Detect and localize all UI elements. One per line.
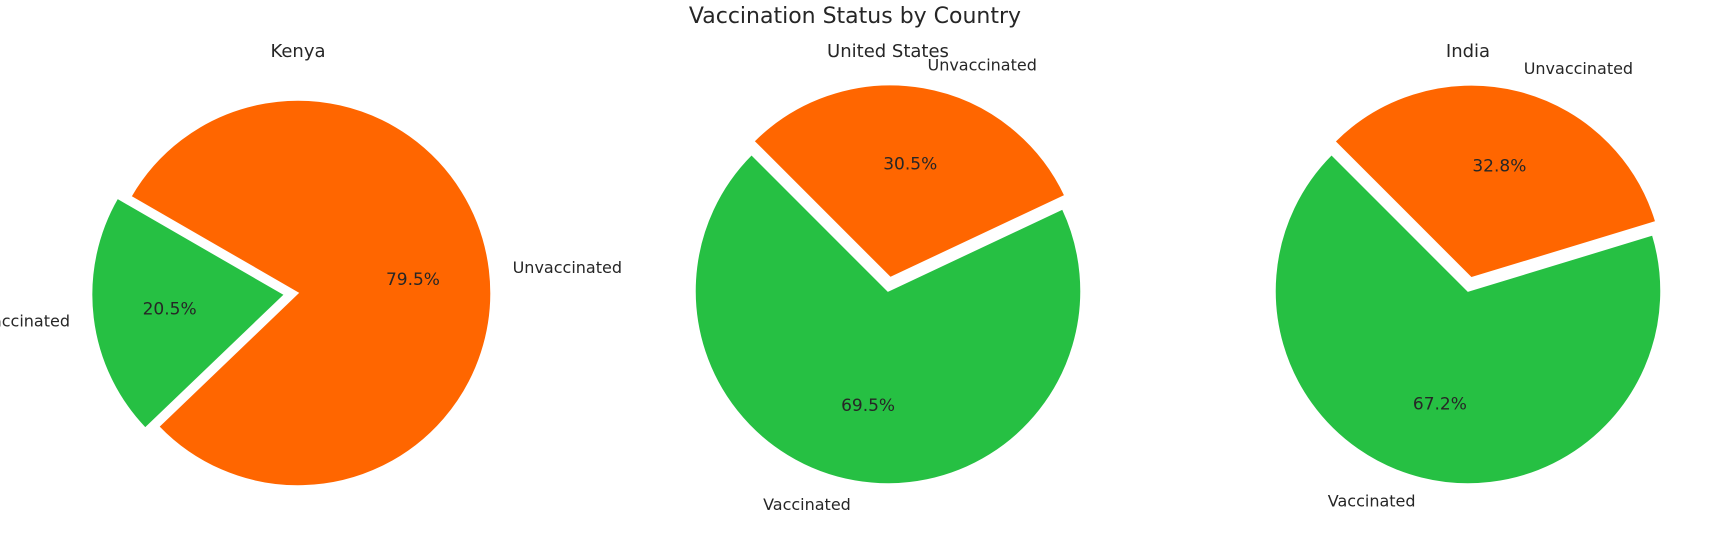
pie-percent-label: 32.8%: [1472, 157, 1526, 177]
pie-title: United States: [827, 41, 949, 62]
pie-percent-label: 69.5%: [841, 396, 895, 416]
pie-category-label: Unvaccinated: [927, 56, 1036, 75]
pie-percent-label: 67.2%: [1413, 394, 1467, 414]
pie-percent-label: 30.5%: [883, 155, 937, 175]
pie-percent-label: 79.5%: [386, 270, 440, 290]
pie-slice-unvaccinated: [752, 83, 1066, 279]
pie-category-label: Unvaccinated: [513, 258, 622, 277]
pie-slice-unvaccinated: [129, 99, 492, 487]
pie-slice-vaccinated: [1274, 153, 1662, 485]
pie-slice-vaccinated: [90, 197, 286, 430]
pie-category-label: Vaccinated: [0, 312, 70, 331]
figure-title: Vaccination Status by Country: [689, 4, 1021, 29]
pie-title: India: [1446, 41, 1490, 62]
pie-charts: Kenya20.5%Vaccinated79.5%UnvaccinatedUni…: [0, 41, 1662, 514]
pie-category-label: Unvaccinated: [1524, 59, 1633, 78]
pie-title: Kenya: [270, 41, 325, 62]
pie-percent-label: 20.5%: [143, 300, 197, 320]
pie-slice-vaccinated: [694, 153, 1082, 485]
pie-category-label: Vaccinated: [763, 495, 851, 514]
pie-slice-unvaccinated: [1333, 84, 1657, 279]
pie-chart-1: United States 69.5% Vaccinated 30.5% Unvacci…: [694, 41, 1082, 514]
pie-chart-2: India 67.2% Vaccinated 32.8% Unvaccinated: [1274, 41, 1662, 511]
pie-category-label: Vaccinated: [1328, 492, 1416, 511]
pie-chart-0: Kenya 20.5% Vaccinated 79.5% Unvaccinated: [0, 41, 622, 487]
